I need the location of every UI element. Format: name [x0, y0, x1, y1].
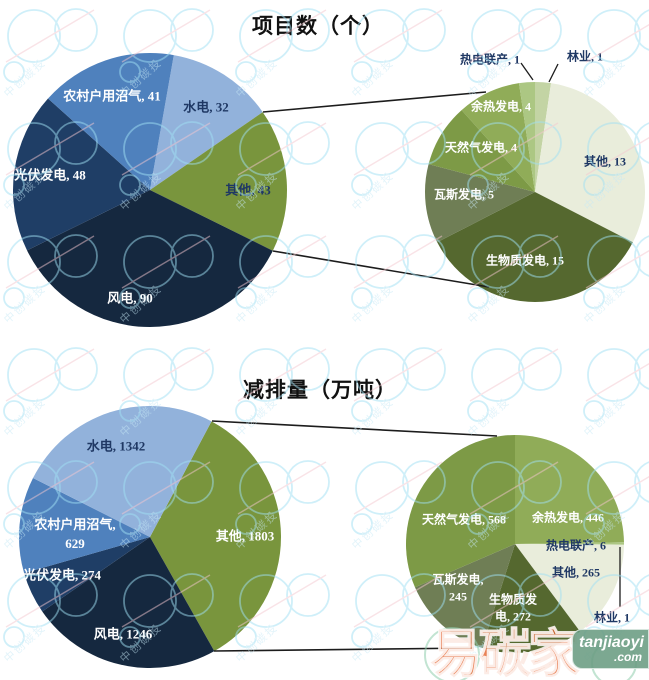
pie-slice-label: 热电联产, 1 [459, 52, 521, 67]
pie-slice-label: 天然气发电, 568 [421, 512, 507, 527]
pie-slice-label: 光伏发电, 48 [14, 167, 86, 183]
connector-line [262, 91, 487, 113]
chart2-title: 减排量（万吨） [243, 379, 397, 402]
pie-slice-label: 其他, 43 [225, 182, 271, 198]
pie-slice-label: 余热发电, 4 [470, 99, 532, 114]
pie-slice-label: 林业, 1 [593, 610, 631, 625]
pie-slice-label: 农村户用沼气, 629 [34, 517, 116, 551]
pie-slice-label: 生物质发电, 15 [485, 253, 565, 268]
pie-slice-label: 瓦斯发电, 245 [432, 572, 484, 604]
pie-slice-label: 余热发电, 446 [531, 510, 605, 525]
pie-slice-label: 生物质发电, 272 [488, 592, 537, 624]
pie-slice-label: 其他, 265 [551, 565, 601, 580]
pie-slice [515, 435, 624, 544]
pie-slice-label: 瓦斯发电, 5 [433, 187, 495, 202]
connector-line [213, 647, 475, 652]
chart1-title: 项目数（个） [252, 15, 384, 38]
pie-slice-label: 水电, 32 [183, 99, 229, 115]
pie-slice-label: 热电联产, 6 [545, 538, 607, 553]
pie-slice-label: 光伏发电, 274 [22, 567, 102, 583]
pie-slice-label: 风电, 90 [107, 290, 153, 306]
pie-slice-label: 天然气发电, 4 [444, 140, 518, 155]
pie-slice-label: 其他, 1803 [215, 528, 275, 544]
pie-slice-label: 农村户用沼气, 41 [63, 88, 161, 104]
connector-line [211, 420, 498, 437]
pie-slice-label: 风电, 1246 [93, 626, 153, 642]
forestry-callout-line [548, 63, 559, 83]
pie-slice-label: 其他, 13 [583, 154, 627, 169]
pie-slice-label: 水电, 1342 [86, 438, 146, 454]
pie-slice-label: 林业, 1 [566, 49, 604, 64]
chp-callout-line [520, 62, 534, 81]
